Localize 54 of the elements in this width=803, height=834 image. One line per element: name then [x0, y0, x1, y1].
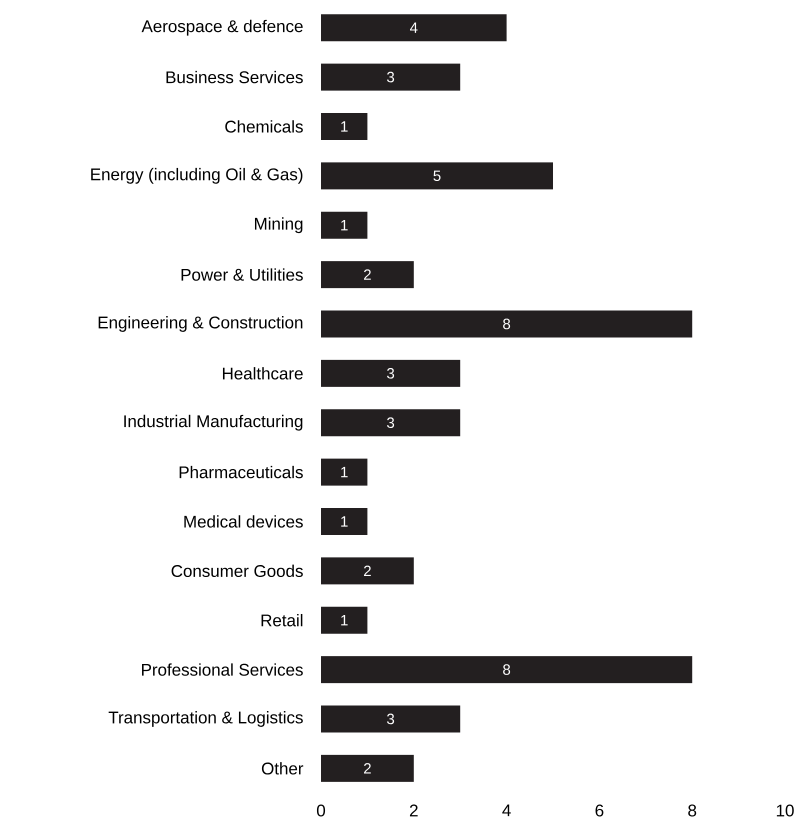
- bar: [321, 360, 460, 387]
- bar: [321, 409, 460, 436]
- y-tick-label: Business Services: [166, 70, 303, 84]
- x-tick-label: 4: [502, 804, 511, 816]
- bar: [321, 705, 460, 732]
- bar: [321, 261, 414, 288]
- y-tick-label: Power & Utilities: [182, 268, 303, 281]
- bar: [321, 508, 368, 535]
- y-tick-label: Industrial Manufacturing: [124, 414, 302, 431]
- y-tick-label: Energy (including Oil & Gas): [91, 168, 302, 184]
- bar: [321, 458, 368, 486]
- data-label: 3: [387, 368, 394, 379]
- y-tick-label: Medical devices: [184, 515, 303, 528]
- y-tick-label: Chemicals: [225, 120, 303, 133]
- data-label: 1: [341, 220, 348, 230]
- y-tick-label: Healthcare: [222, 367, 303, 380]
- data-label: 5: [433, 170, 441, 182]
- data-label: 2: [364, 566, 371, 576]
- x-tick-label: 2: [410, 804, 418, 816]
- data-label: 3: [387, 72, 394, 82]
- x-tick-label: 6: [596, 804, 604, 817]
- bar: [321, 64, 460, 91]
- data-label: 3: [387, 417, 394, 428]
- bar: [321, 162, 554, 190]
- bar: [321, 212, 368, 239]
- data-label: 1: [341, 615, 348, 626]
- bar: [321, 606, 368, 634]
- data-label: 8: [503, 664, 510, 675]
- bar: [321, 310, 692, 338]
- data-label: 1: [341, 466, 348, 478]
- data-label: 3: [387, 714, 394, 724]
- data-label: 1: [341, 516, 348, 527]
- bar: [321, 656, 692, 684]
- data-label: 2: [364, 269, 371, 280]
- y-tick-label: Retail: [262, 614, 302, 626]
- bar: [321, 112, 368, 140]
- y-tick-label: Pharmaceuticals: [180, 466, 303, 478]
- y-tick-label: Transportation & Logistics: [108, 711, 303, 727]
- x-tick-label: 10: [776, 804, 794, 817]
- x-tick-label: 0: [316, 804, 326, 817]
- y-tick-label: Mining: [254, 217, 302, 234]
- y-tick-label: Professional Services: [142, 663, 303, 676]
- y-tick-label: Consumer Goods: [172, 564, 303, 578]
- bar: [321, 754, 414, 782]
- data-label: 2: [364, 763, 371, 774]
- y-tick-label: Engineering & Construction: [98, 316, 302, 332]
- data-label: 8: [503, 318, 510, 330]
- data-label: 4: [410, 22, 418, 33]
- bar: [321, 14, 507, 42]
- y-tick-label: Aerospace & defence: [142, 20, 303, 36]
- y-tick-label: Other: [262, 762, 304, 775]
- bar: [321, 557, 414, 584]
- x-tick-label: 8: [688, 804, 696, 817]
- data-label: 1: [341, 121, 348, 132]
